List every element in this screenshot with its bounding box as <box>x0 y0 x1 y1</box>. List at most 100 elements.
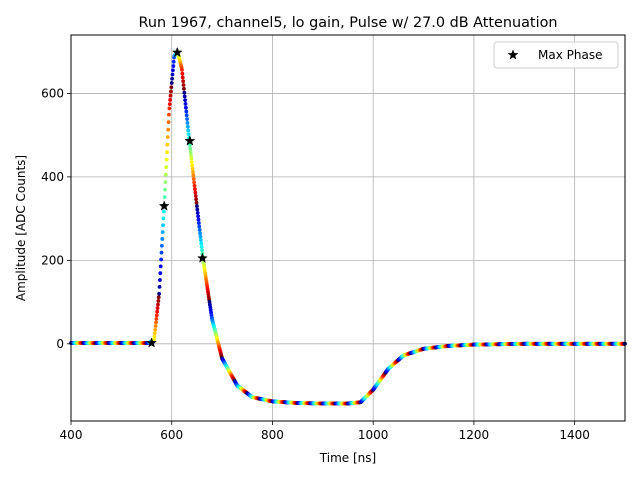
waveform-point <box>156 299 161 303</box>
waveform-point <box>167 102 172 107</box>
max-phase-star <box>171 46 183 58</box>
waveform-point <box>184 109 189 114</box>
legend-box <box>493 41 619 69</box>
waveform-point <box>169 85 174 90</box>
waveform-point <box>193 194 198 198</box>
plot-frame <box>70 34 626 422</box>
legend-label: Max Phase <box>538 48 602 62</box>
max-phase-star <box>184 135 196 146</box>
waveform-point <box>154 313 159 318</box>
waveform-point <box>170 72 175 77</box>
waveform-point <box>166 127 171 132</box>
waveform-point <box>157 284 162 289</box>
waveform-point <box>152 331 157 336</box>
waveform-point <box>198 238 203 242</box>
waveform-point <box>160 230 165 235</box>
waveform-point <box>168 98 173 102</box>
waveform-point <box>161 223 165 228</box>
waveform-point <box>155 309 160 314</box>
max-phase-markers <box>146 46 208 348</box>
waveform-point <box>189 156 194 161</box>
waveform-point <box>171 64 176 68</box>
y-axis-label: Amplitude [ADC Counts] <box>14 155 28 301</box>
waveform-point <box>189 153 193 158</box>
waveform-point <box>154 320 158 325</box>
max-phase-star <box>197 252 208 263</box>
waveform-point <box>165 135 170 140</box>
waveform-point <box>155 306 160 310</box>
max-phase-star <box>146 337 158 348</box>
waveform-point <box>196 214 200 219</box>
waveform-point <box>195 207 200 212</box>
waveform-point <box>185 124 190 129</box>
waveform-point <box>166 120 171 125</box>
waveform-point <box>180 71 185 76</box>
waveform-point <box>169 89 173 94</box>
legend-star-marker <box>507 49 519 60</box>
x-tick-label: 1400 <box>559 428 590 442</box>
waveform-point <box>193 187 197 192</box>
waveform-point <box>181 83 186 87</box>
max-phase-star <box>158 200 170 211</box>
waveform-point <box>167 112 171 117</box>
waveform-point <box>189 160 194 164</box>
waveform-point <box>191 170 195 175</box>
waveform-point <box>199 241 204 246</box>
waveform-point <box>197 227 202 232</box>
waveform-point <box>196 217 201 222</box>
waveform-point <box>158 271 163 276</box>
waveform-point <box>165 150 169 155</box>
waveform-point <box>164 165 169 170</box>
waveform-point <box>159 250 164 255</box>
waveform-point <box>188 149 193 154</box>
waveform-point <box>163 187 167 192</box>
waveform-point <box>194 200 199 205</box>
waveform-point <box>161 209 166 214</box>
waveform-point <box>156 295 161 300</box>
waveform-point <box>185 117 189 121</box>
waveform-point <box>156 302 160 307</box>
waveform-point <box>157 291 162 296</box>
waveform-point <box>184 113 189 118</box>
y-tick-label: 0 <box>56 337 64 351</box>
waveform-point <box>198 234 203 239</box>
waveform-point <box>153 327 158 332</box>
waveform-point <box>186 132 191 137</box>
waveform-point <box>167 106 172 111</box>
waveform-point <box>158 264 163 269</box>
waveform-point <box>163 172 168 177</box>
waveform-point <box>192 180 197 185</box>
waveform-point <box>185 120 190 125</box>
waveform-point <box>195 210 200 215</box>
waveform-point <box>183 102 188 106</box>
waveform-point <box>183 98 188 103</box>
waveform-point <box>190 163 195 168</box>
waveform-point <box>159 257 164 262</box>
waveform-point <box>190 166 195 171</box>
x-tick-label: 1000 <box>358 428 389 442</box>
x-tick-label: 1200 <box>459 428 490 442</box>
chart-title: Run 1967, channel5, lo gain, Pulse w/ 27… <box>139 15 558 31</box>
waveform-point <box>159 243 164 248</box>
waveform-point <box>191 177 196 181</box>
waveform-point <box>165 142 170 147</box>
waveform-point <box>153 324 158 328</box>
y-tick-label: 600 <box>41 86 64 100</box>
waveform-point <box>169 81 174 85</box>
tick-layer: 400 600 800 1000 1200 1400 0 200 400 600 <box>41 86 590 442</box>
waveform-point <box>171 59 176 64</box>
x-tick-label: 600 <box>160 428 183 442</box>
x-tick-label: 400 <box>60 428 83 442</box>
waveform-point <box>186 128 191 133</box>
waveform-point <box>152 334 157 339</box>
waveform-point <box>168 93 173 98</box>
waveform-point <box>181 79 186 84</box>
waveform-point <box>163 180 168 185</box>
waveform-point <box>195 204 199 208</box>
waveform-point <box>200 248 204 253</box>
x-axis-label: Time [ns] <box>319 451 376 465</box>
waveform-point <box>182 94 187 99</box>
waveform-point <box>182 90 187 95</box>
waveform-point <box>197 224 202 229</box>
